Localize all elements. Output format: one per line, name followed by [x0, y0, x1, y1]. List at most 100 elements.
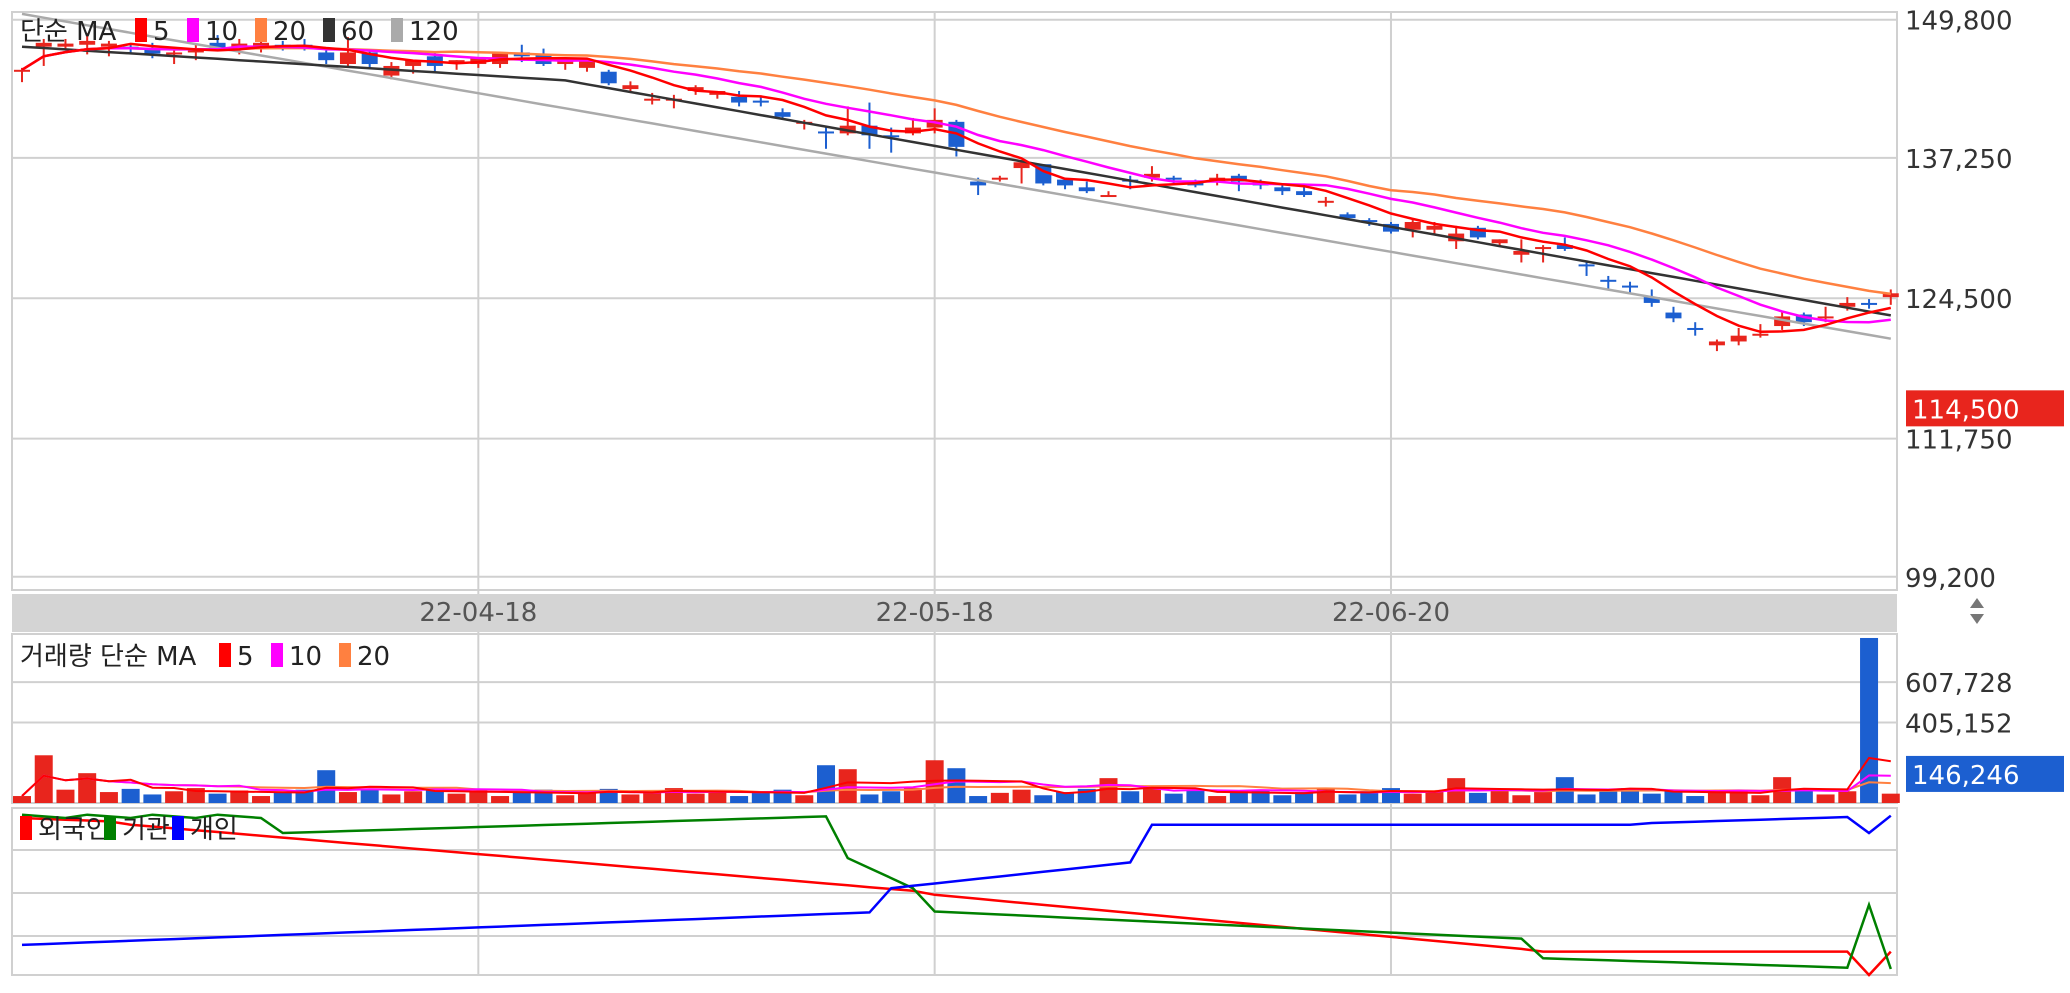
volume-bar: [882, 791, 901, 803]
last-volume-badge-text: 146,246: [1912, 761, 2020, 791]
volume-bar: [1751, 795, 1770, 803]
volume-bar: [969, 796, 988, 803]
candle-body: [1469, 227, 1486, 238]
candle-body: [1404, 222, 1421, 230]
candle: [731, 90, 748, 107]
candle: [1665, 306, 1682, 323]
volume-bar: [1707, 792, 1726, 803]
candle: [339, 37, 356, 66]
candle-body: [1708, 341, 1725, 346]
price-frame: [11, 11, 1898, 591]
volume-bar: [143, 794, 162, 803]
volume-panel[interactable]: [13, 637, 1900, 803]
candle-body: [1078, 187, 1095, 192]
candle-body: [1622, 285, 1639, 288]
volume-bar: [1599, 791, 1618, 803]
candle-body: [926, 119, 943, 128]
candle-body: [1513, 250, 1530, 255]
candle: [578, 60, 595, 72]
candle-body: [1795, 314, 1812, 323]
candle: [752, 96, 769, 107]
candle-body: [1817, 316, 1834, 319]
volume-tick-label: 405,152: [1905, 709, 2013, 739]
candle-body: [600, 71, 617, 84]
volume-bar: [1664, 790, 1683, 803]
candle-body: [1730, 335, 1747, 342]
candle-body: [1752, 333, 1769, 336]
volume-bar: [208, 793, 227, 803]
candle-body: [991, 177, 1008, 180]
legend-swatch: [104, 816, 116, 840]
institution-investor-line: [21, 813, 1892, 970]
candle-body: [557, 60, 574, 65]
legend-swatch: [339, 643, 351, 667]
volume-bar: [469, 790, 488, 803]
resize-handle-icon[interactable]: [1970, 598, 1984, 624]
volume-bar: [751, 792, 770, 803]
candle: [1404, 220, 1421, 238]
volume-bar: [491, 796, 510, 803]
date-tick-label: 22-05-18: [876, 598, 994, 628]
price-tick-label: 111,750: [1905, 426, 2013, 456]
volume-bar: [338, 792, 357, 803]
candle: [1469, 225, 1486, 240]
volume-bar: [903, 788, 922, 803]
candle: [1274, 185, 1291, 196]
candle-body: [687, 87, 704, 91]
candle-body: [1882, 293, 1899, 298]
candle: [1622, 281, 1639, 294]
price-tick-label: 99,200: [1905, 564, 1996, 594]
candle-body: [35, 42, 52, 47]
volume-bar: [1816, 794, 1835, 803]
candle-body: [1296, 191, 1313, 196]
candle-body: [57, 43, 74, 47]
candle: [1861, 299, 1878, 309]
legend-label: 20: [273, 17, 306, 47]
candle: [1730, 327, 1747, 346]
candle: [1491, 239, 1508, 246]
candle-body: [209, 42, 226, 49]
legend-label: 외국인: [38, 815, 110, 845]
candle-body: [731, 96, 748, 103]
volume-bar: [860, 794, 879, 803]
legend-swatch: [20, 816, 32, 840]
volume-bar: [512, 792, 531, 803]
volume-bar: [1403, 793, 1422, 803]
volume-bar: [686, 793, 705, 803]
volume-bar: [1208, 796, 1227, 803]
volume-bar: [990, 792, 1009, 803]
volume-bar: [947, 768, 966, 803]
candle: [1708, 339, 1725, 352]
last-volume-badge: [1906, 755, 2064, 792]
candle-body: [644, 98, 661, 101]
last-price-badge-text: 114,500: [1912, 395, 2020, 425]
volume-bar: [1686, 796, 1705, 803]
volume-bar: [1794, 788, 1813, 803]
volume-bar: [230, 790, 249, 803]
volume-bar: [1164, 793, 1183, 803]
volume-bar: [99, 792, 118, 803]
candle-body: [1556, 245, 1573, 249]
volume-bar: [1490, 789, 1509, 803]
volume-ma-5-line: [21, 756, 1891, 797]
investor-frame: [11, 807, 1898, 976]
candle: [774, 108, 791, 118]
candle-body: [1317, 200, 1334, 203]
candle-body: [1165, 177, 1182, 180]
candle: [57, 38, 74, 49]
volume-bar: [1142, 788, 1161, 803]
legend-swatch: [219, 643, 231, 667]
candle-body: [79, 40, 96, 45]
investor-panel[interactable]: [21, 813, 1892, 977]
volume-bar: [382, 794, 401, 803]
volume-bar: [1642, 793, 1661, 803]
date-tick-label: 22-06-20: [1332, 598, 1450, 628]
candle-body: [1665, 312, 1682, 319]
candle: [318, 50, 335, 65]
candle-body: [100, 43, 117, 47]
candle-body: [622, 85, 639, 90]
volume-bar: [1295, 792, 1314, 803]
legend-label: 개인: [190, 815, 238, 845]
candle-body: [1339, 214, 1356, 219]
